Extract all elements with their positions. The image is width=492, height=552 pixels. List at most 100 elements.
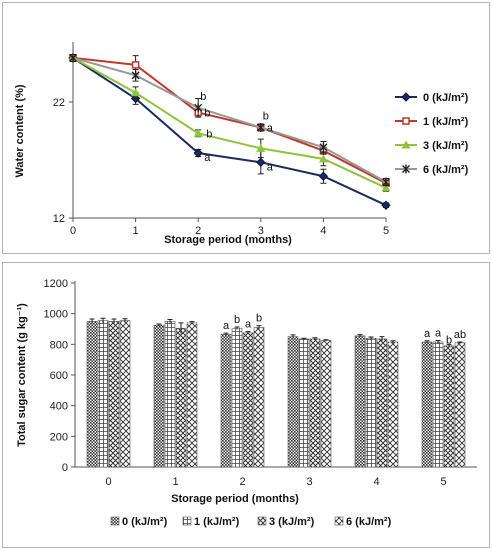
- bar-annotation-label: a: [424, 328, 431, 340]
- bar-2: [108, 321, 120, 468]
- line-annotation-label: a: [267, 123, 274, 135]
- bar-3: [454, 342, 466, 468]
- bar-1: [164, 321, 176, 468]
- bar-error-bar: [446, 343, 452, 348]
- line-x-tick-label: 2: [195, 225, 201, 237]
- line-point: [381, 183, 391, 192]
- bar-y-tick-label: 200: [50, 431, 68, 443]
- line-x-tick-label: 5: [383, 225, 389, 237]
- line-point: [69, 53, 77, 63]
- line-y-tick-label: 12: [53, 213, 65, 225]
- line-legend-label: 0 (kJ/m²): [423, 92, 469, 104]
- bar-error-bar: [156, 323, 162, 327]
- bar-1: [432, 341, 444, 468]
- line-series-1: [72, 56, 387, 185]
- bar-2: [376, 338, 388, 468]
- bar-x-tick-label: 1: [172, 476, 178, 488]
- bar-legend-swatch: [182, 516, 192, 526]
- bar-2: [242, 332, 254, 468]
- bar-y-tick-label: 400: [50, 401, 68, 413]
- line-point: [402, 117, 410, 125]
- bar-y-tick-label: 1200: [44, 278, 68, 290]
- line-series-2: [72, 57, 387, 189]
- bar-error-bar: [178, 322, 184, 334]
- line-legend: 0 (kJ/m²) 1 (kJ/m²) 3 (kJ/m²) 6 (kJ/m²): [395, 92, 469, 176]
- bar-3: [253, 327, 265, 468]
- bar-legend-swatch: [110, 516, 120, 526]
- line-legend-label: 6 (kJ/m²): [423, 164, 469, 176]
- bar-annotation-label: b: [446, 334, 452, 346]
- bar-3: [119, 320, 131, 468]
- bar-error-bar: [368, 336, 374, 340]
- bar-error-bar: [189, 321, 195, 325]
- bar-y-tick-label: 1000: [44, 309, 68, 321]
- line-annotation-label: b: [263, 111, 269, 123]
- bar-annotation-label: ab: [454, 329, 466, 341]
- line-point: [256, 143, 266, 152]
- bar-legend-label: 6 (kJ/m²): [346, 516, 392, 528]
- bar-annotation-label: a: [435, 328, 442, 340]
- line-legend-label: 3 (kJ/m²): [423, 140, 469, 152]
- bar-legend-swatch: [257, 516, 267, 526]
- bar-error-bar: [234, 326, 240, 330]
- line-point: [193, 128, 203, 137]
- bar-y-tick-label: 800: [50, 339, 68, 351]
- bar-error-bar: [312, 337, 318, 341]
- sugar-content-panel: 0 200 400 600 800 1000 1200 0 1 2 3 4 5 a b a b a a b ab 0 …: [2, 262, 490, 548]
- line-annotation-label: a: [267, 161, 274, 173]
- bar-error-bar: [100, 317, 106, 323]
- line-x-tick-label: 1: [133, 225, 139, 237]
- bar-error-bar: [323, 339, 329, 342]
- bar-x-tick-label: 4: [373, 476, 379, 488]
- line-point: [318, 154, 328, 163]
- bar-error-bar: [89, 318, 95, 324]
- bar-1: [97, 320, 109, 468]
- bar-0: [153, 324, 165, 468]
- bar-x-tick-label: 5: [440, 476, 446, 488]
- bar-annotation-label: a: [245, 319, 252, 331]
- line-x-tick-label: 3: [258, 225, 264, 237]
- line-annotation-label: b: [204, 107, 210, 119]
- line-x-axis-title: Storage period (months): [164, 234, 292, 246]
- bar-error-bar: [457, 341, 463, 344]
- line-annotation-label: a: [204, 152, 211, 164]
- bar-error-bar: [435, 340, 441, 344]
- line-point: [381, 200, 391, 210]
- bar-x-tick-label: 2: [239, 476, 245, 488]
- line-point: [256, 123, 265, 133]
- line-series-3: [72, 56, 387, 183]
- bar-legend-label: 3 (kJ/m²): [269, 516, 315, 528]
- bar-error-bar: [122, 318, 128, 323]
- line-legend-label: 1 (kJ/m²): [423, 116, 469, 128]
- bar-0: [86, 321, 98, 468]
- bar-error-bar: [301, 337, 307, 340]
- bar-2: [309, 338, 321, 468]
- bar-1: [231, 327, 243, 468]
- bar-0: [287, 336, 299, 468]
- bar-x-axis-title: Storage period (months): [171, 493, 299, 505]
- line-point: [131, 88, 141, 97]
- bar-error-bar: [167, 318, 173, 324]
- line-y-tick-label: 22: [53, 97, 65, 109]
- bar-legend-label: 0 (kJ/m²): [122, 516, 168, 528]
- line-point: [131, 70, 140, 80]
- bar-1: [365, 337, 377, 468]
- bar-y-tick-label: 600: [50, 370, 68, 382]
- bar-error-bar: [223, 332, 229, 336]
- bar-2: [175, 327, 187, 468]
- line-point: [194, 103, 203, 113]
- bar-x-tick-label: 0: [105, 476, 111, 488]
- bar-error-bar: [379, 336, 385, 342]
- bar-0: [220, 334, 232, 468]
- bar-1: [298, 338, 310, 468]
- line-annotation-label: b: [200, 91, 206, 103]
- bar-error-bar: [256, 325, 262, 330]
- bar-legend-label: 1 (kJ/m²): [194, 516, 240, 528]
- line-y-axis-title: Water content (%): [14, 84, 26, 177]
- line-x-tick-label: 0: [70, 225, 76, 237]
- bar-axes: 0 200 400 600 800 1000 1200 0 1 2 3 4 5: [44, 278, 477, 488]
